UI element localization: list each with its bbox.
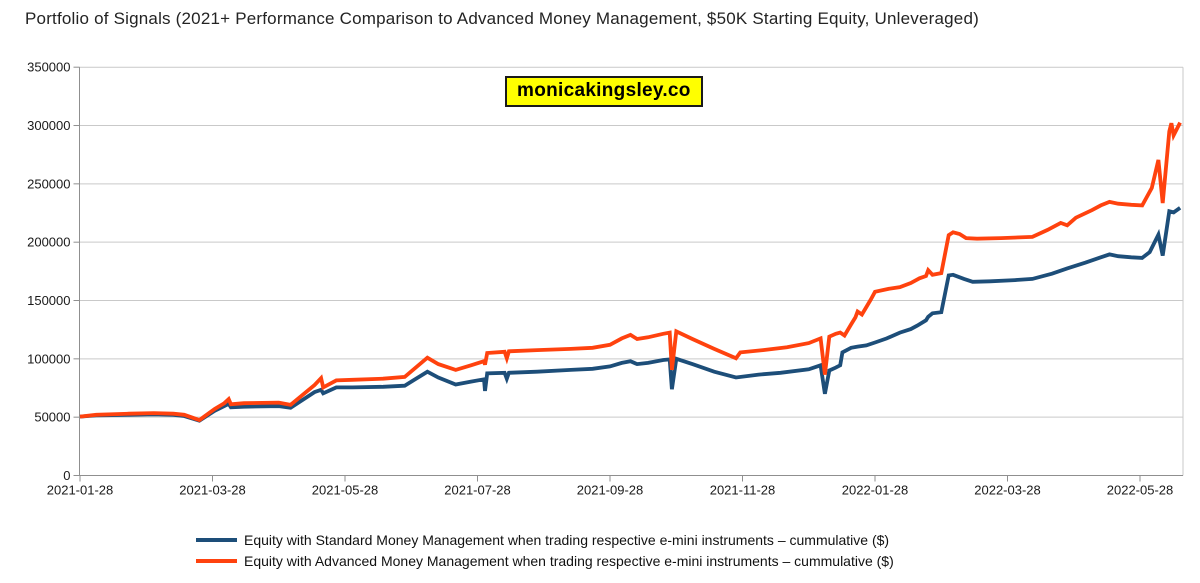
x-tick-label: 2021-03-28 xyxy=(179,483,246,498)
y-tick-label: 150000 xyxy=(27,293,70,308)
chart-legend: Equity with Standard Money Management wh… xyxy=(196,532,894,569)
y-tick-label: 250000 xyxy=(27,176,70,191)
legend-swatch-standard xyxy=(196,538,237,542)
x-tick-label: 2022-03-28 xyxy=(974,483,1041,498)
x-tick-label: 2022-01-28 xyxy=(842,483,909,498)
legend-label-standard: Equity with Standard Money Management wh… xyxy=(244,532,890,548)
x-tick-label: 2022-05-28 xyxy=(1107,483,1174,498)
x-tick-label: 2021-07-28 xyxy=(444,483,511,498)
x-tick-label: 2021-09-28 xyxy=(577,483,644,498)
watermark-badge: monicakingsley.co xyxy=(505,76,703,107)
y-tick-label: 200000 xyxy=(27,235,70,250)
chart-title: Portfolio of Signals (2021+ Performance … xyxy=(25,9,979,28)
y-tick-label: 350000 xyxy=(27,60,70,75)
legend-label-advanced: Equity with Advanced Money Management wh… xyxy=(244,553,894,569)
y-tick-label: 0 xyxy=(63,468,70,483)
y-tick-label: 100000 xyxy=(27,351,70,366)
x-tick-label: 2021-01-28 xyxy=(47,483,114,498)
x-tick-label: 2021-11-28 xyxy=(710,483,776,498)
legend-item-advanced: Equity with Advanced Money Management wh… xyxy=(196,553,894,569)
series-line-standard xyxy=(79,206,1182,423)
series-line-advanced xyxy=(79,121,1182,423)
x-tick-label: 2021-05-28 xyxy=(312,483,379,498)
y-tick-label: 50000 xyxy=(34,410,70,425)
y-tick-label: 300000 xyxy=(27,118,70,133)
legend-item-standard: Equity with Standard Money Management wh… xyxy=(196,532,894,548)
legend-swatch-advanced xyxy=(196,559,237,563)
